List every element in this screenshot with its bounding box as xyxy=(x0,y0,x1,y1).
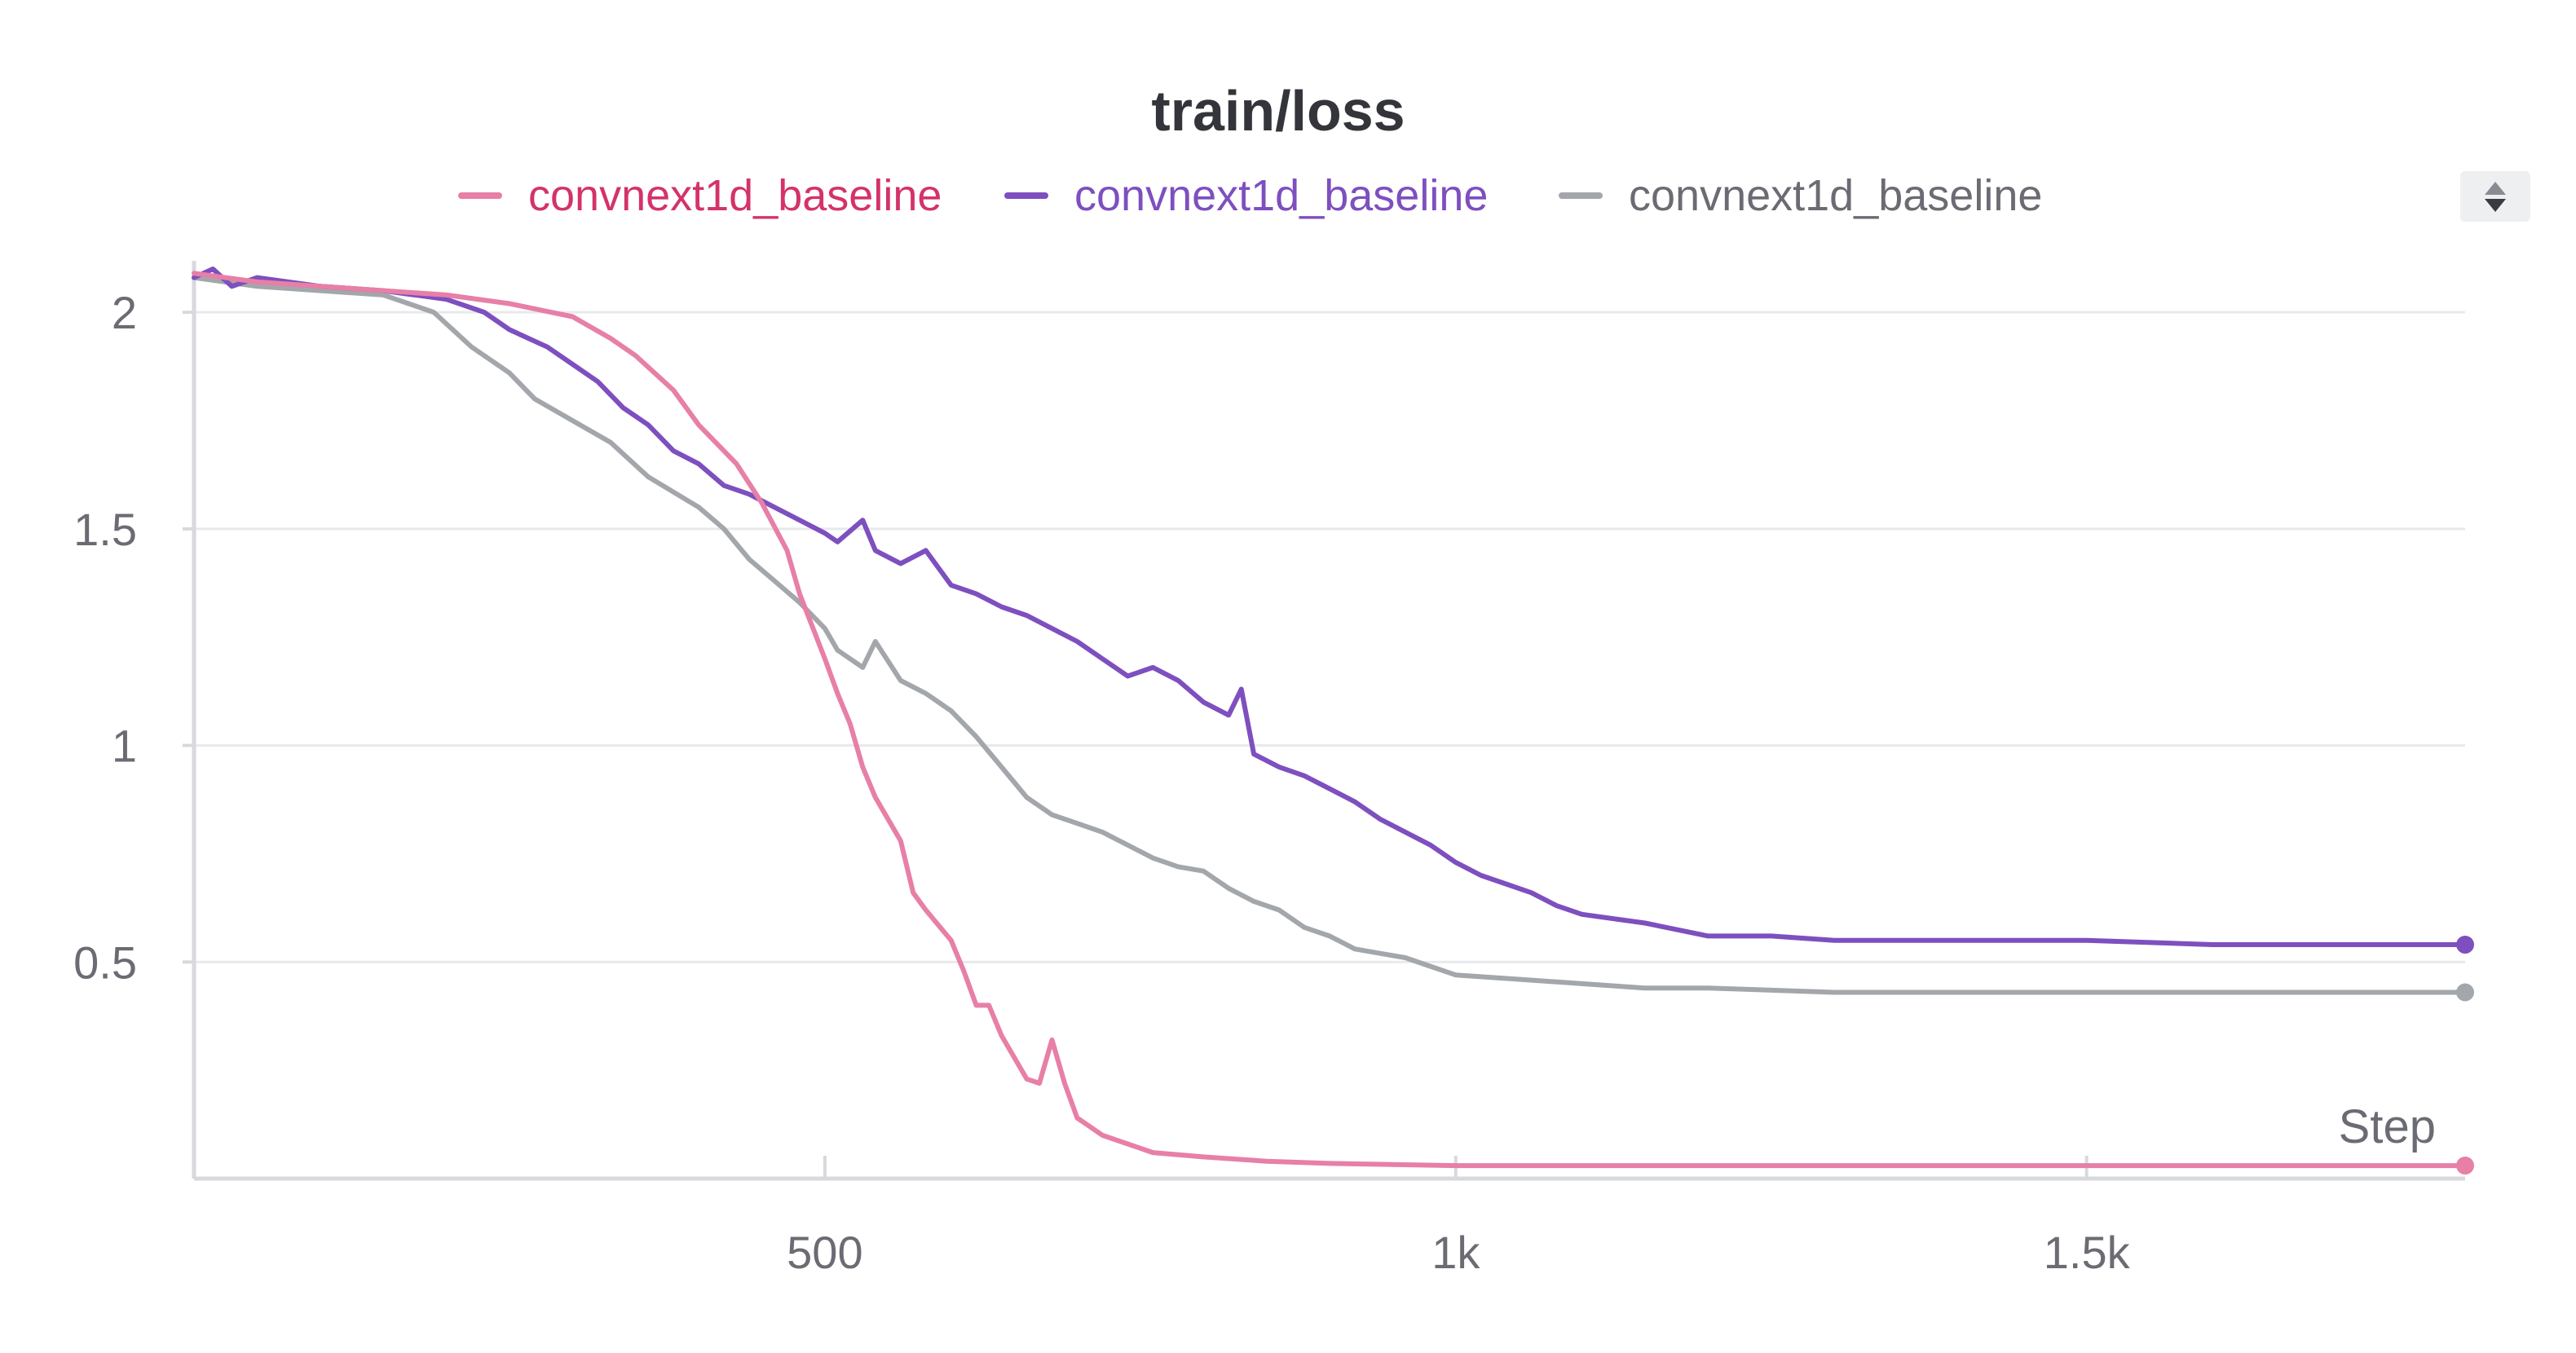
x-tick-label: 1.5k xyxy=(2044,1227,2131,1278)
x-tick-label: 1k xyxy=(1431,1227,1480,1278)
axes xyxy=(192,261,2465,1181)
series-endpoint-0 xyxy=(2456,1157,2474,1175)
y-axis-ticks: 0.5 1 1.5 2 xyxy=(73,287,194,988)
legend-label-2: convnext1d_baseline xyxy=(1629,171,2042,220)
y-tick-label: 1.5 xyxy=(73,504,137,555)
series-line-1 xyxy=(192,267,2468,947)
chart-title: train/loss xyxy=(1151,79,1405,143)
legend-label-0: convnext1d_baseline xyxy=(528,171,942,220)
series-lines xyxy=(192,267,2474,1175)
series-line-2 xyxy=(192,275,2468,995)
series-endpoint-1 xyxy=(2456,936,2474,954)
series-line-0 xyxy=(192,271,2468,1169)
sort-down-icon xyxy=(2485,198,2506,212)
legend: convnext1d_baseline convnext1d_baseline co… xyxy=(458,171,2042,220)
sort-up-icon xyxy=(2485,181,2506,195)
legend-label-1: convnext1d_baseline xyxy=(1074,171,1488,220)
y-tick-label: 1 xyxy=(112,721,137,772)
x-axis-ticks: 500 1k 1.5k xyxy=(787,1156,2131,1278)
y-tick-label: 2 xyxy=(112,287,137,338)
series-endpoint-2 xyxy=(2456,983,2474,1002)
x-axis-label: Step xyxy=(2339,1100,2436,1153)
y-tick-label: 0.5 xyxy=(73,937,137,988)
grid-lines xyxy=(194,311,2465,963)
x-tick-label: 500 xyxy=(787,1227,862,1278)
legend-scroll-button[interactable] xyxy=(2460,171,2530,222)
